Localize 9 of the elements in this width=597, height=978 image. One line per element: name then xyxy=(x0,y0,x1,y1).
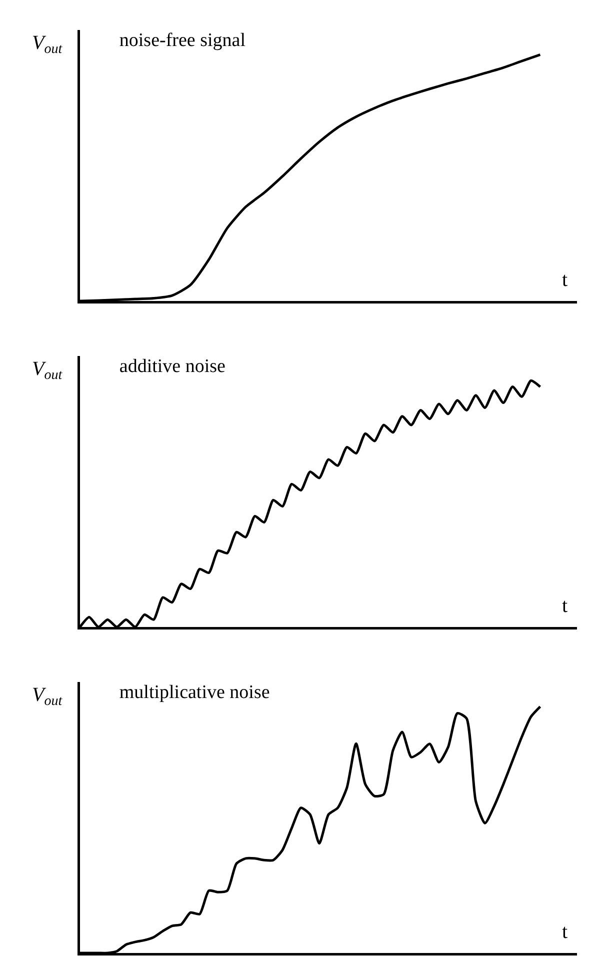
y-axis-title: V$_{out}$ xyxy=(32,32,64,58)
chart-title: noise-free signal xyxy=(119,30,246,51)
y-axis-title: V$_{out}$ xyxy=(32,684,64,710)
x-axis-title: t xyxy=(562,921,568,943)
chart-title: multiplicative noise xyxy=(119,682,270,703)
chart-title: additive noise xyxy=(119,356,226,377)
x-axis-title: t xyxy=(562,269,568,291)
x-axis-title: t xyxy=(562,595,568,617)
y-axis-title: V$_{out}$ xyxy=(32,358,64,384)
